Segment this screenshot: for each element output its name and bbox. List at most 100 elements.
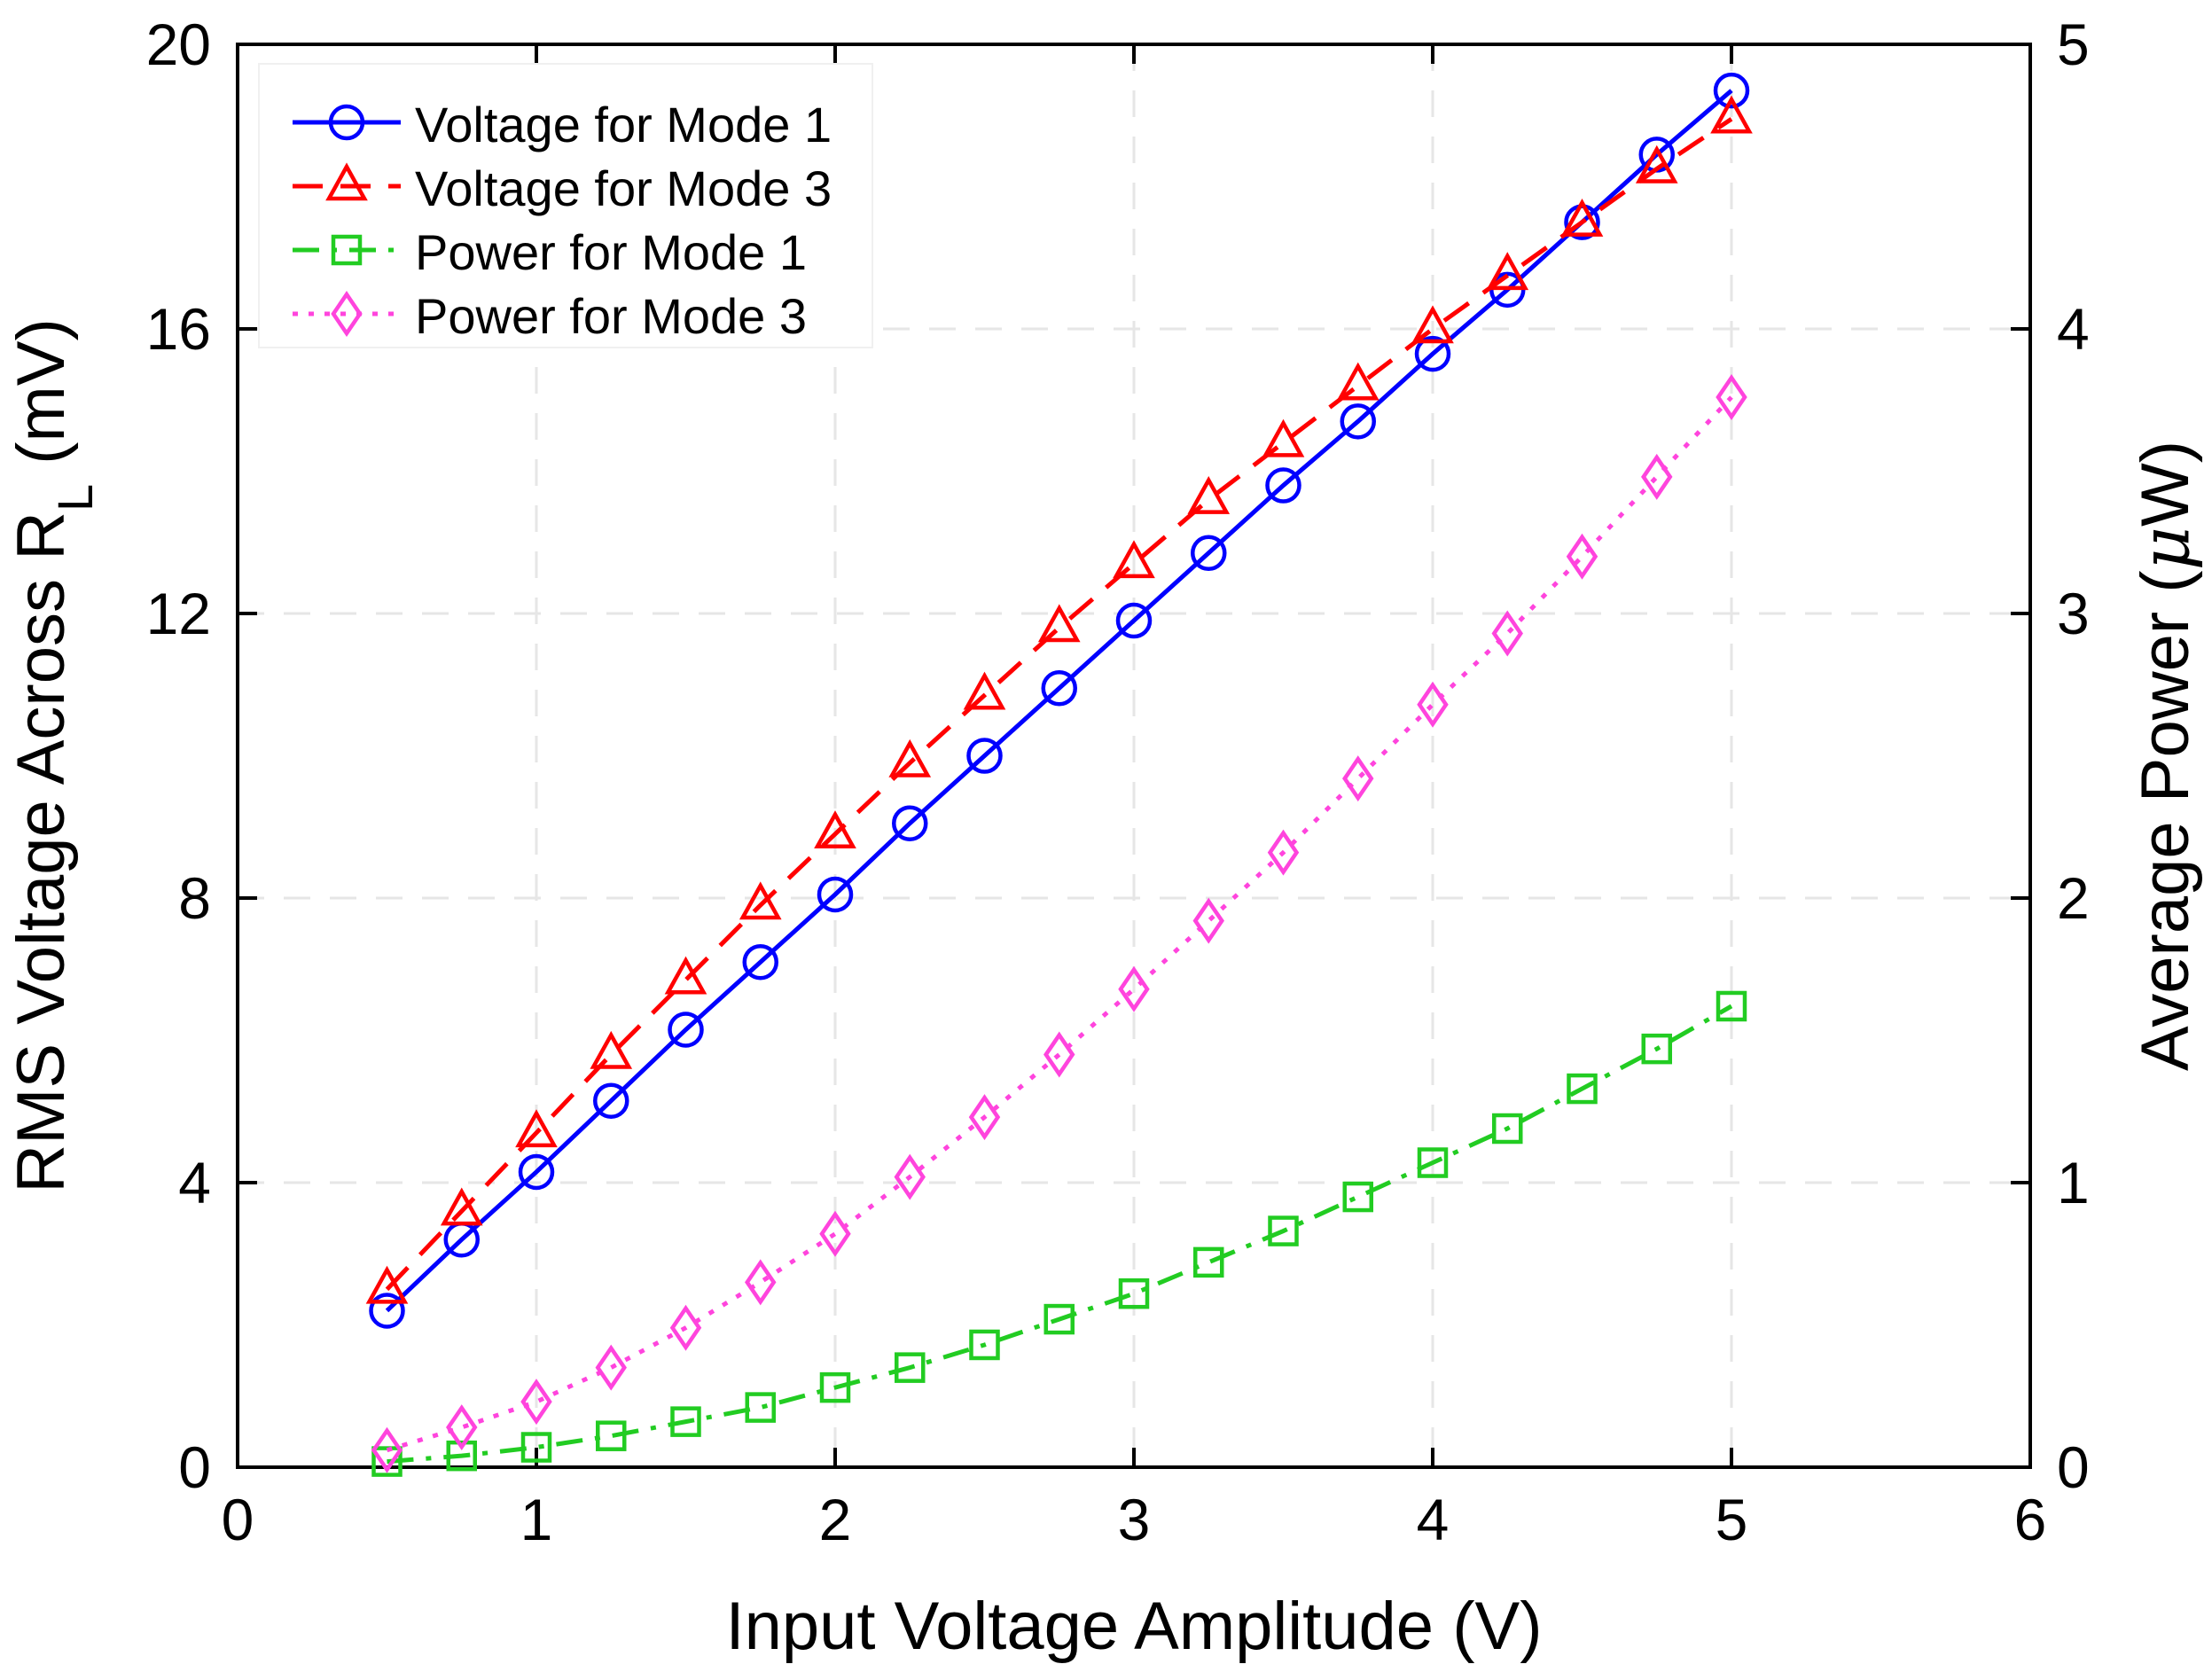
data-point [1492, 1113, 1523, 1145]
legend-entry: Power for Mode 1 [293, 224, 807, 280]
legend-box [258, 63, 873, 348]
y-left-tick-label: 12 [146, 581, 211, 646]
data-point [819, 1371, 851, 1403]
data-point [520, 1379, 552, 1426]
data-point [892, 805, 928, 841]
y-axis-right-label-mu: μ [2125, 527, 2204, 570]
data-point [1411, 305, 1454, 344]
y-axis-right-label-prefix: Average Power ( [2128, 570, 2203, 1071]
series-layer [365, 72, 1753, 1477]
data-point [1262, 418, 1305, 457]
series-4 [371, 374, 1747, 1473]
y-right-tick-label: 5 [2057, 12, 2090, 77]
data-point [1417, 681, 1449, 728]
data-point [1635, 145, 1678, 184]
data-point [1567, 1073, 1598, 1105]
data-point [664, 956, 707, 995]
x-tick-label: 2 [819, 1487, 852, 1552]
data-point [1641, 453, 1673, 500]
y-right-tick-label: 3 [2057, 581, 2090, 646]
data-point [888, 738, 932, 777]
y-axis-left-label-main: RMS Voltage Across R [4, 512, 79, 1193]
y-left-tick-label: 16 [146, 296, 211, 362]
data-point [446, 1404, 478, 1451]
data-point [819, 1210, 851, 1257]
legend-marker [331, 291, 363, 337]
data-point [371, 1426, 403, 1473]
legend-entry: Voltage for Mode 3 [293, 160, 832, 216]
data-point [1043, 1031, 1075, 1078]
data-point [1336, 362, 1380, 401]
data-point [1342, 755, 1374, 802]
data-point [593, 1082, 629, 1119]
legend-label: Power for Mode 3 [415, 288, 807, 344]
data-point [590, 1030, 633, 1069]
data-point [739, 881, 782, 920]
legend-label: Voltage for Mode 1 [415, 97, 832, 152]
data-point [1641, 1033, 1672, 1065]
data-point [440, 1187, 483, 1226]
data-point [669, 1304, 702, 1351]
legend: Voltage for Mode 1 Voltage for Mode 3 Powe… [258, 63, 873, 348]
data-point [1193, 1246, 1224, 1278]
y-right-tick-label: 4 [2057, 296, 2090, 362]
data-point [1710, 95, 1753, 134]
data-point [1486, 252, 1529, 291]
x-tick-label: 3 [1118, 1487, 1151, 1552]
data-point [1115, 602, 1153, 639]
legend-label: Power for Mode 1 [415, 224, 807, 280]
data-point [515, 1109, 558, 1148]
x-tick-label: 4 [1417, 1487, 1450, 1552]
data-point [596, 1420, 627, 1451]
legend-marker [325, 162, 368, 201]
y-axis-right-label: Average Power (μW) [2125, 441, 2204, 1071]
data-point [1342, 1181, 1373, 1213]
data-point [817, 876, 854, 913]
data-point [1414, 335, 1451, 372]
data-point [1041, 670, 1077, 707]
y-right-tick-label: 2 [2057, 865, 2090, 931]
data-point [369, 1293, 405, 1329]
data-point [1340, 403, 1376, 440]
legend-label: Voltage for Mode 3 [415, 160, 832, 216]
y-axis-right-label-suffix: W) [2128, 441, 2203, 527]
data-point [518, 1153, 555, 1191]
data-point [670, 1406, 701, 1437]
data-point [595, 1344, 627, 1391]
data-point [668, 1012, 704, 1048]
data-point [963, 671, 1006, 710]
series-3 [371, 990, 1747, 1477]
y-axis-left-label: RMS Voltage Across RL (mV) [4, 318, 103, 1193]
data-point [446, 1440, 477, 1472]
data-point [1491, 610, 1523, 657]
x-tick-label: 6 [2014, 1487, 2047, 1552]
data-point [745, 1259, 777, 1306]
legend-entry: Voltage for Mode 1 [293, 97, 832, 152]
x-tick-label: 0 [222, 1487, 254, 1552]
data-point [742, 943, 778, 981]
y-left-tick-label: 8 [178, 865, 211, 931]
data-point [1713, 72, 1750, 109]
data-point [1043, 1303, 1075, 1335]
y-right-tick-label: 1 [2057, 1150, 2090, 1215]
data-point [969, 1329, 1000, 1361]
data-point [1192, 897, 1224, 944]
x-tick-label: 5 [1716, 1487, 1748, 1552]
data-point [1417, 1147, 1449, 1178]
y-axis-left-label-subscript: L [47, 484, 103, 512]
data-point [895, 1352, 926, 1383]
data-point [1118, 965, 1150, 1012]
series-2 [365, 95, 1753, 1304]
data-point [814, 810, 856, 849]
legend-entry: Power for Mode 3 [293, 288, 807, 344]
data-point [520, 1432, 552, 1463]
data-point [1265, 467, 1301, 504]
y-left-tick-label: 0 [178, 1434, 211, 1500]
y-left-tick-label: 4 [178, 1150, 211, 1215]
y-axis-left-label-unit: (mV) [4, 318, 79, 465]
data-point [894, 1153, 926, 1200]
data-point [966, 738, 1003, 774]
x-axis-label: Input Voltage Amplitude (V) [725, 1589, 1542, 1664]
data-point [968, 1094, 1001, 1141]
